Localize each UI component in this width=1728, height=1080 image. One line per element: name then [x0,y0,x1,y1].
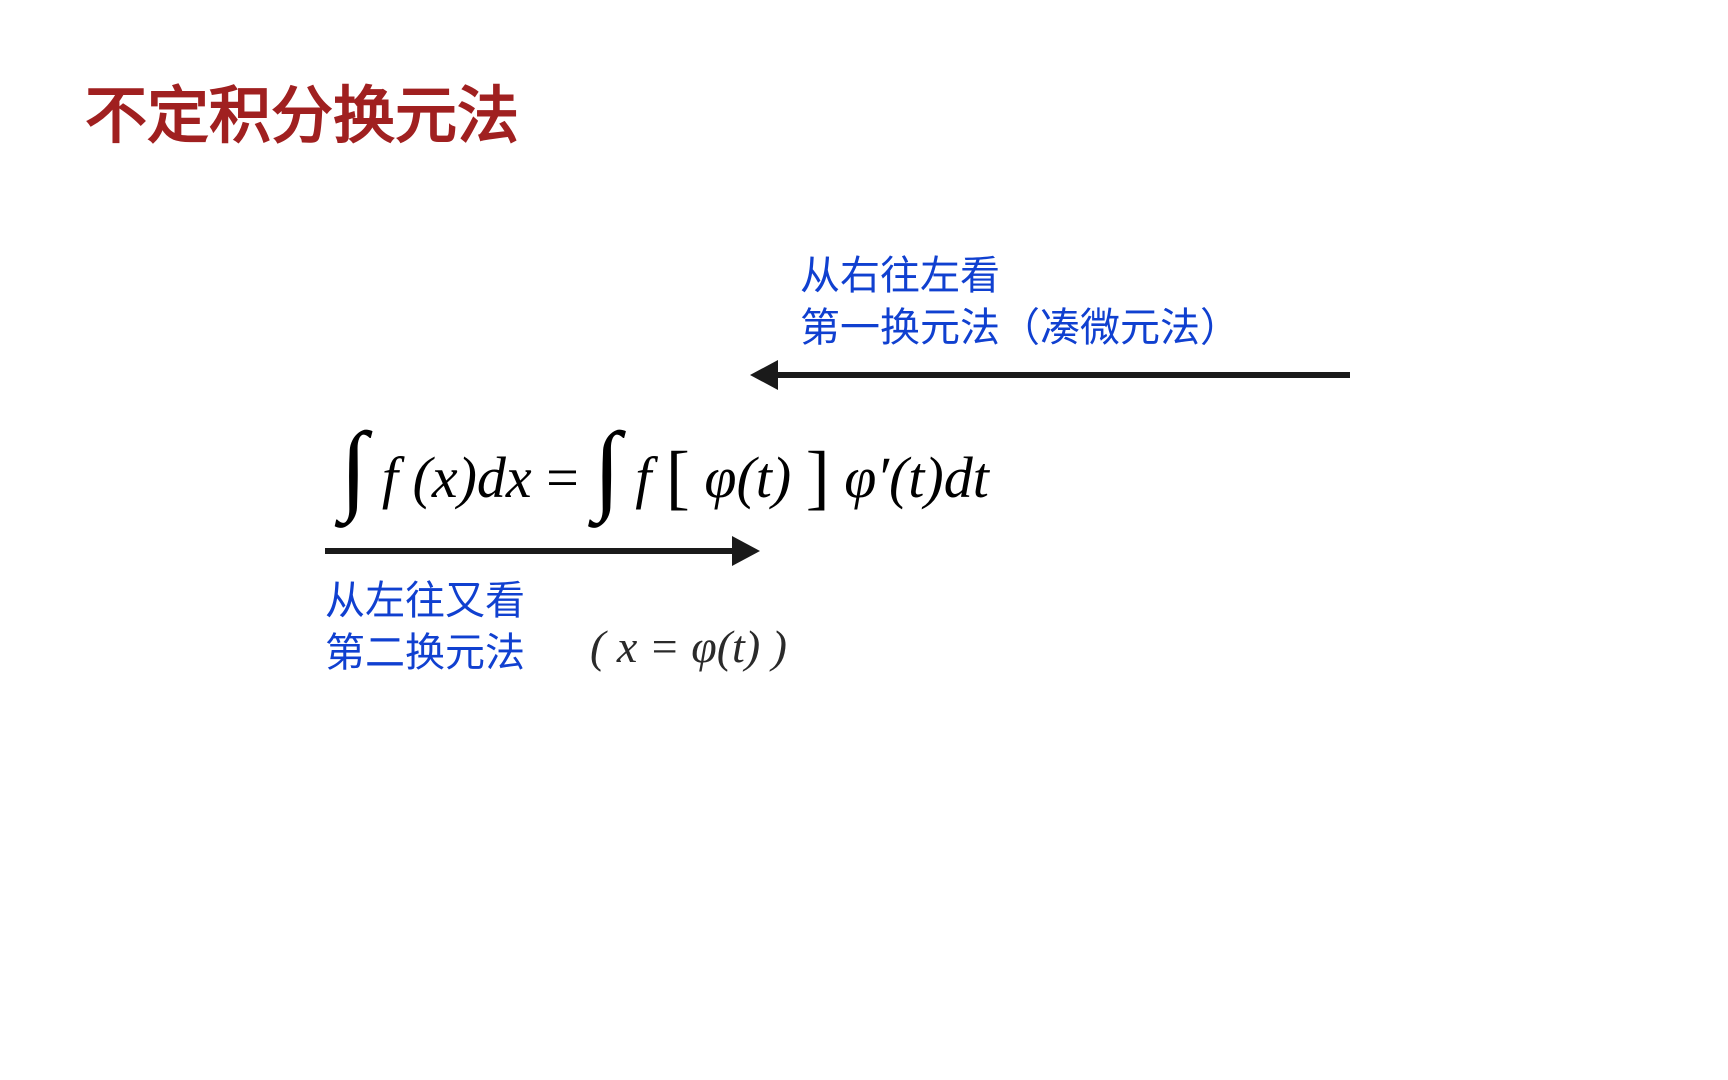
equation-left-part: f (x)dx [382,444,532,511]
top-annotation-line1: 从右往左看 [800,250,1350,302]
top-annotation-line2: 第一换元法（凑微元法） [800,302,1350,354]
integral-symbol-right: ∫ [593,410,620,525]
handwritten-substitution: ( x = φ(t) ) [590,620,787,673]
main-equation: ∫ f (x)dx = ∫ f [ φ(t) ] φ′(t)dt [340,420,989,535]
bracket-open: [ [666,436,690,519]
arrow-left-icon [750,364,1350,384]
top-annotation-text: 从右往左看 第一换元法（凑微元法） [800,250,1350,354]
phi-t: φ(t) [704,444,791,511]
bracket-close: ] [806,436,830,519]
phi-prime-dt: φ′(t)dt [844,444,989,511]
equation-right-f: f [635,444,651,511]
equation-equals: = [546,444,579,511]
slide-title: 不定积分换元法 [85,65,519,155]
integral-symbol-left: ∫ [340,410,367,525]
arrow-right-icon [325,540,760,560]
top-arrow-annotation: 从右往左看 第一换元法（凑微元法） [750,250,1350,384]
